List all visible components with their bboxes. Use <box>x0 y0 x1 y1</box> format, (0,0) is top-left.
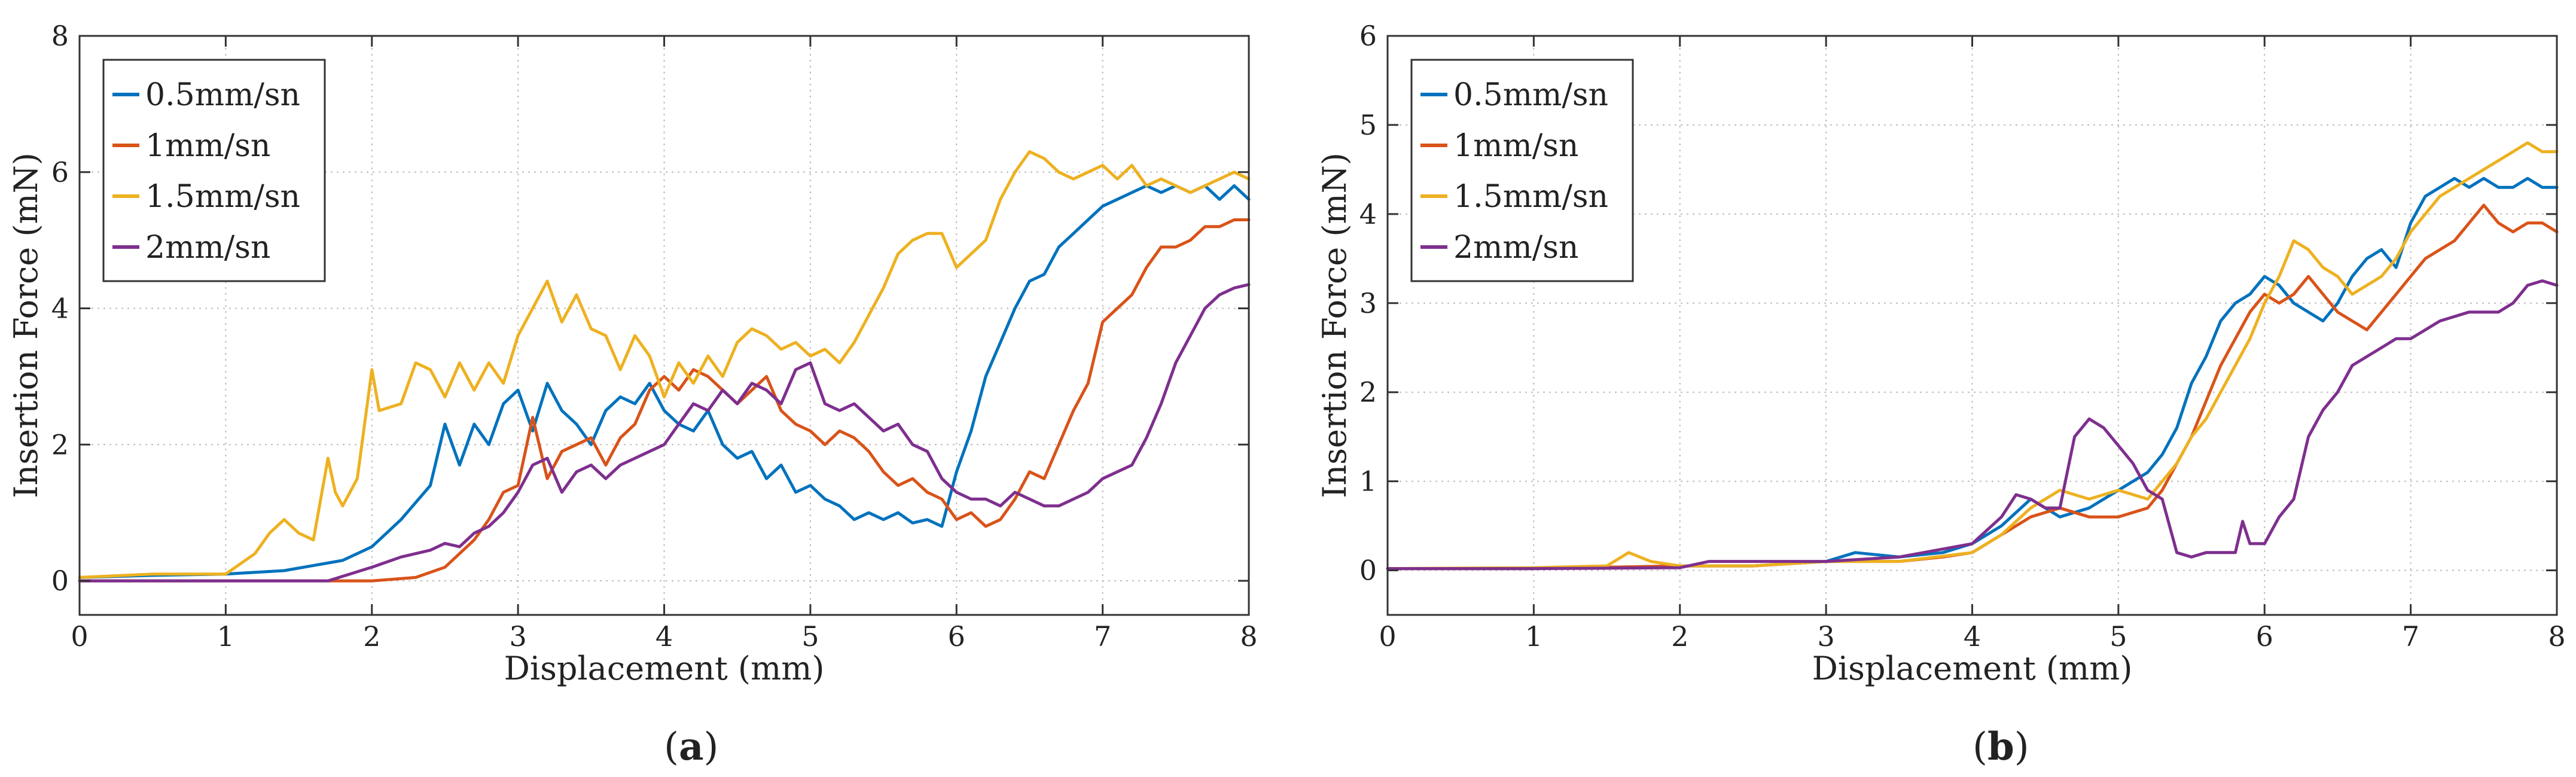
y-tick-label: 6 <box>51 156 69 188</box>
y-tick-label: 8 <box>51 20 69 52</box>
y-tick-label: 5 <box>1359 109 1377 141</box>
x-tick-label: 7 <box>1094 620 1111 653</box>
x-tick-label: 6 <box>948 620 965 653</box>
x-tick-label: 1 <box>1525 620 1542 653</box>
x-tick-label: 7 <box>2402 620 2419 653</box>
x-tick-label: 1 <box>217 620 234 653</box>
y-tick-label: 6 <box>1359 20 1377 52</box>
series-line-1.5mm/sn <box>78 150 1251 579</box>
x-tick-label: 0 <box>1379 620 1396 653</box>
x-tick-label: 4 <box>656 620 673 653</box>
y-axis-label: Insertion Force (mN) <box>1316 153 1353 498</box>
legend-label: 1.5mm/sn <box>145 179 300 215</box>
legend-label: 1mm/sn <box>1453 128 1578 164</box>
panel-a: 0 1 2 3 4 5 6 7 8 0 2 4 6 8 Displacement (mm) Insertion… <box>7 20 1258 769</box>
series-line-1mm/sn <box>78 218 1251 583</box>
legend-box <box>102 59 326 282</box>
x-tick-label: 5 <box>2109 620 2127 653</box>
legend-label: 1mm/sn <box>145 128 270 164</box>
x-axis-label: Displacement (mm) <box>504 650 825 687</box>
y-tick-label: 2 <box>51 428 69 461</box>
legend: 0.5mm/sn 1mm/sn 1.5mm/sn 2mm/sn <box>1410 59 1634 282</box>
series-line-2mm/sn <box>78 283 1251 583</box>
x-axis-label: Displacement (mm) <box>1812 650 2133 687</box>
x-tick-label: 5 <box>801 620 819 653</box>
legend-label: 2mm/sn <box>1453 230 1578 266</box>
x-tick-label: 8 <box>1240 620 1257 653</box>
x-tick-label: 6 <box>2256 620 2273 653</box>
x-tick-label: 3 <box>1817 620 1834 653</box>
legend-box <box>1410 59 1634 282</box>
x-tick-label: 8 <box>2548 620 2565 653</box>
panel-caption: (b) <box>1973 724 2029 769</box>
y-tick-label: 2 <box>1359 376 1377 409</box>
legend-label: 2mm/sn <box>145 230 270 266</box>
y-tick-label: 4 <box>1359 198 1377 230</box>
x-tick-label: 2 <box>363 620 380 653</box>
y-tick-label: 1 <box>1359 465 1377 498</box>
x-tick-label: 2 <box>1671 620 1688 653</box>
legend-label: 0.5mm/sn <box>145 77 300 113</box>
y-axis-label: Insertion Force (mN) <box>7 153 45 498</box>
y-tick-label: 0 <box>1359 554 1377 587</box>
series-line-2mm/sn <box>1386 279 2559 571</box>
panel-caption: (a) <box>664 724 718 769</box>
legend-label: 1.5mm/sn <box>1453 179 1608 215</box>
series-line-0.5mm/sn <box>1386 176 2559 571</box>
panel-b: 0 1 2 3 4 5 6 7 8 0 1 2 3 4 5 6 Displacement (mm) Inserti… <box>1316 20 2566 769</box>
x-tick-label: 0 <box>71 620 88 653</box>
x-tick-label: 3 <box>509 620 526 653</box>
series-line-0.5mm/sn <box>78 184 1251 579</box>
x-tick-label: 4 <box>1964 620 1981 653</box>
y-tick-label: 3 <box>1359 287 1377 319</box>
y-tick-label: 4 <box>51 292 69 325</box>
legend-label: 0.5mm/sn <box>1453 77 1608 113</box>
y-tick-label: 0 <box>51 565 69 597</box>
legend: 0.5mm/sn 1mm/sn 1.5mm/sn 2mm/sn <box>102 59 326 282</box>
